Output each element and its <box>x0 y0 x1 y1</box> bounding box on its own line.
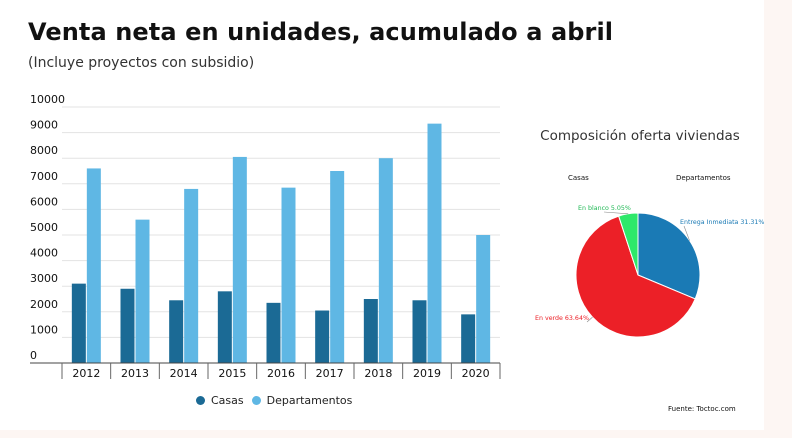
x-tick-label: 2012 <box>72 367 100 380</box>
x-tick-label: 2020 <box>462 367 490 380</box>
x-tick-label: 2017 <box>316 367 344 380</box>
bar-legend: Casas Departamentos <box>196 394 352 407</box>
x-tick-label: 2016 <box>267 367 295 380</box>
bar-departamentos <box>184 188 199 363</box>
bar-departamentos <box>86 168 101 363</box>
bar-casas <box>363 299 378 363</box>
pie-leader-line <box>603 211 629 215</box>
legend-label-departamentos: Departamentos <box>266 394 353 407</box>
chart-subtitle: (Incluye proyectos con subsidio) <box>28 55 255 71</box>
bar-casas <box>266 302 281 363</box>
pie-group-label-casas: Casas <box>568 174 589 182</box>
bar-departamentos <box>378 158 393 363</box>
pie-group-label-departamentos: Departamentos <box>676 174 731 182</box>
y-tick-label: 3000 <box>30 272 58 285</box>
bar-departamentos <box>330 171 345 363</box>
pie-slice <box>618 212 639 276</box>
x-tick-label: 2013 <box>121 367 149 380</box>
pie-slice-label: En verde 63.64% <box>535 315 589 322</box>
y-tick-label: 9000 <box>30 119 58 132</box>
bar-departamentos <box>427 123 442 363</box>
bar-departamentos <box>232 156 247 363</box>
y-tick-label: 6000 <box>30 195 58 208</box>
x-tick-label: 2019 <box>413 367 441 380</box>
bar-casas <box>412 300 427 363</box>
pie-slice-label: Entrega Inmediata 31.31% <box>680 219 764 226</box>
y-tick-label: 0 <box>30 349 37 362</box>
chart-canvas: 0 1000 2000 3000 4000 5000 6000 7000 8000 9000 100… <box>30 93 764 380</box>
source-note: Fuente: Toctoc.com <box>668 405 736 413</box>
pie-title: Composición oferta viviendas <box>540 128 740 144</box>
pie-leader-line <box>586 316 593 323</box>
bar-departamentos <box>476 235 491 363</box>
bar-departamentos <box>135 219 150 363</box>
y-tick-label: 10000 <box>30 93 65 106</box>
chart-card: Venta neta en unidades, acumulado a abri… <box>0 0 764 430</box>
bar-casas <box>217 291 232 363</box>
chart-title: Venta neta en unidades, acumulado a abri… <box>28 18 614 46</box>
legend-label-casas: Casas <box>211 394 244 407</box>
y-tick-label: 1000 <box>30 323 58 336</box>
bar-departamentos <box>281 187 296 363</box>
pie-leader-line <box>683 225 690 241</box>
y-tick-label: 4000 <box>30 247 58 260</box>
x-tick-label: 2018 <box>364 367 392 380</box>
x-tick-label: 2015 <box>218 367 246 380</box>
y-tick-label: 7000 <box>30 170 58 183</box>
y-tick-label: 8000 <box>30 144 58 157</box>
legend-swatch-departamentos <box>251 396 261 405</box>
bar-casas <box>71 283 86 363</box>
y-tick-label: 2000 <box>30 298 58 311</box>
pie-slice-label: En blanco 5.05% <box>578 205 631 212</box>
bar-casas <box>120 288 135 363</box>
bar-casas <box>461 314 476 363</box>
bar-casas <box>315 310 330 363</box>
bar-casas <box>169 300 184 363</box>
x-tick-label: 2014 <box>170 367 198 380</box>
legend-swatch-casas <box>196 396 205 405</box>
y-tick-label: 5000 <box>30 221 58 234</box>
